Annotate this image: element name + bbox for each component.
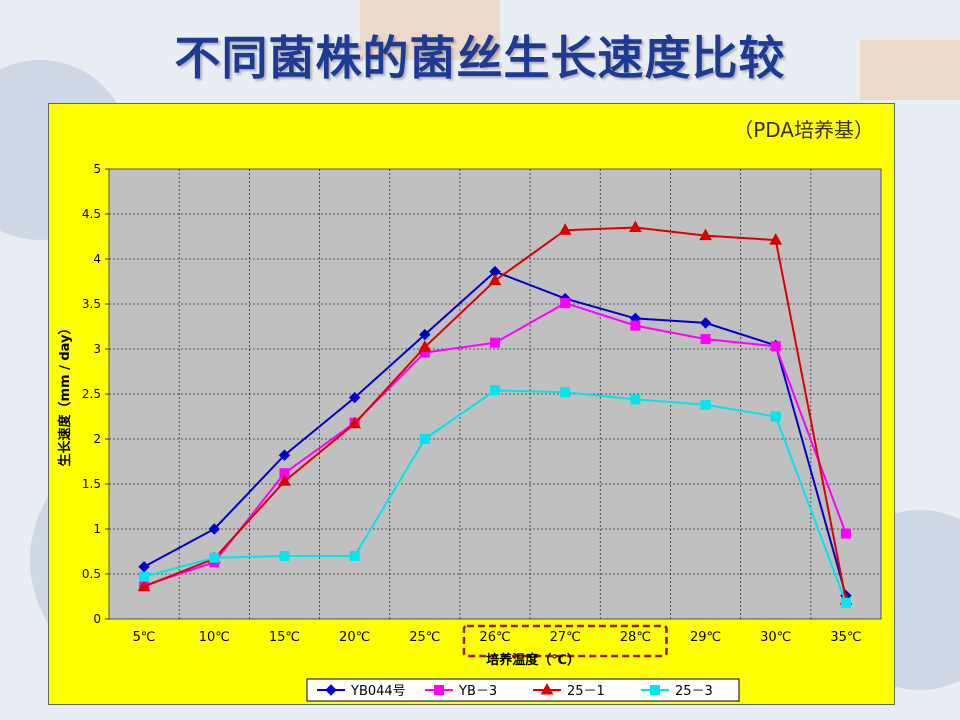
data-point-series-3 [488,273,502,286]
data-point-series-3 [418,340,432,352]
data-point-series-4 [700,399,711,410]
y-tick-label: 4 [93,252,101,266]
data-point-series-1 [419,328,431,341]
legend-swatch-marker [650,685,660,695]
chart-panel: （PDA培养基） 0 0.5 1 1.5 2 2.5 3 3.5 4 4.5 5 5℃ 10℃ 15℃ 20… [48,103,895,705]
legend-box [306,678,740,702]
data-point-series-1 [348,391,361,404]
data-point-series-1 [699,317,712,329]
legend-swatch-marker [325,684,337,696]
data-point-series-2 [560,298,571,309]
data-point-series-1 [208,523,220,535]
data-point-series-3 [278,474,291,486]
data-point-series-4 [209,552,220,563]
y-tick-label: 2 [93,432,101,446]
data-point-series-2 [770,341,781,352]
data-point-series-1 [278,449,291,461]
legend-swatch-marker [540,682,554,695]
x-tick-label: 35℃ [830,630,861,645]
legend-entry-label: 25－3 [675,684,713,699]
data-point-series-2 [490,337,500,348]
data-point-series-2 [700,334,711,345]
data-point-series-4 [630,394,641,405]
data-point-series-3 [558,223,572,235]
x-tick-label: 30℃ [760,630,791,645]
data-point-series-2 [630,320,641,331]
line-chart: 0 0.5 1 1.5 2 2.5 3 3.5 4 4.5 5 5℃ 10℃ 15℃ 20℃ 25℃ 26℃ 27… [57,162,882,702]
y-tick-label: 4.5 [82,207,101,221]
x-axis-label: 培养温度（℃） [486,652,580,668]
data-point-series-4 [139,571,150,582]
x-tick-label: 26℃ [479,630,510,645]
data-point-series-4 [770,411,781,422]
y-axis-label: 生长速度（mm / day） [57,321,73,466]
x-tick-label: 5℃ [133,630,156,645]
x-tick-label: 28℃ [620,630,651,645]
data-point-series-4 [419,434,430,444]
chart-subtitle: （PDA培养基） [733,118,874,142]
x-tick-label: 25℃ [409,630,440,645]
data-point-series-3 [137,579,151,592]
data-point-series-3 [629,220,642,232]
legend-entry-label: YB－3 [458,684,497,699]
data-point-series-3 [769,233,783,245]
data-point-series-4 [349,551,360,561]
x-tick-label: 29℃ [690,630,721,645]
legend-swatch-marker [434,685,444,695]
data-point-series-4 [279,551,290,561]
x-tick-label: 15℃ [269,630,300,645]
highlight-box [462,624,668,658]
x-tick-label: 10℃ [199,630,230,645]
data-point-series-2 [840,528,851,539]
y-tick-label: 1.5 [82,477,101,491]
y-tick-label: 5 [93,162,101,176]
legend-entry-label: YB044号 [350,684,406,699]
y-tick-label: 0.5 [82,567,101,581]
x-tick-label: 27℃ [550,630,581,645]
legend-entry-label: 25－1 [567,684,605,699]
data-point-series-4 [490,385,500,396]
x-tick-label: 20℃ [339,630,370,645]
y-tick-label: 3.5 [82,297,101,311]
data-point-series-3 [699,228,712,241]
data-point-series-3 [348,416,361,429]
data-point-series-4 [840,597,851,608]
slide-title: 不同菌株的菌丝生长速度比较 [174,31,786,85]
y-tick-label: 3 [93,342,101,356]
y-tick-label: 1 [93,522,101,536]
y-tick-label: 0 [93,612,101,626]
data-point-series-4 [560,387,571,398]
y-tick-label: 2.5 [82,387,101,401]
